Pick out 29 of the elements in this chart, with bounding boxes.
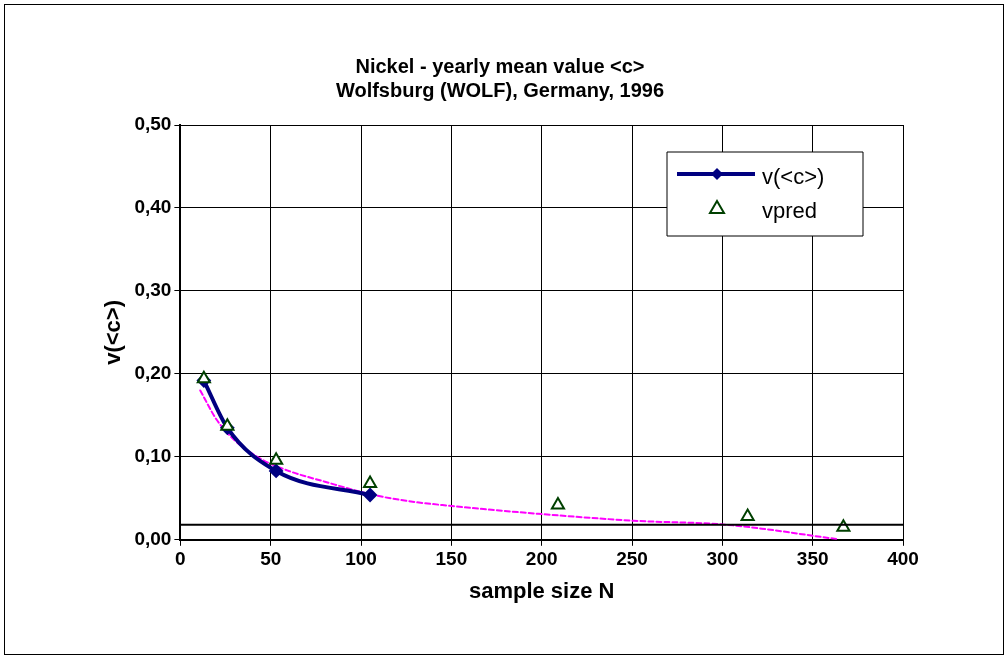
- x-tick-label: 350: [796, 548, 829, 570]
- point: [196, 370, 211, 384]
- legend-label: v(<c>): [762, 164, 825, 190]
- y-tick-label: 0,20: [134, 362, 172, 384]
- x-axis-title: sample size N: [468, 577, 615, 603]
- y-axis-title: v(<c>): [100, 299, 126, 365]
- x-tick-label: 200: [525, 548, 558, 570]
- x-tick-label: 0: [175, 548, 186, 570]
- point: [740, 508, 755, 522]
- x-tick-label: 400: [887, 548, 919, 570]
- x-tick-label: 100: [345, 548, 377, 570]
- line-series: [199, 389, 838, 540]
- point: [363, 488, 378, 502]
- y-tick-label: 0,10: [134, 445, 172, 467]
- x-tick-label: 250: [616, 548, 648, 570]
- x-tick-label: 150: [435, 548, 468, 570]
- y-tick-label: 0,50: [134, 113, 172, 135]
- point: [220, 418, 235, 431]
- point: [363, 475, 378, 488]
- point: [550, 496, 566, 510]
- y-tick-label: 0,00: [134, 528, 172, 550]
- y-tick-label: 0,40: [134, 196, 172, 218]
- x-tick-label: 300: [706, 548, 739, 570]
- point: [269, 463, 284, 478]
- x-tick-label: 50: [260, 548, 282, 570]
- legend-label: vpred: [762, 198, 818, 224]
- chart-title: Nickel - yearly mean value <c> Wolfsburg (WOLF), Germany, 1996: [335, 54, 665, 101]
- point: [269, 452, 284, 465]
- y-tick-label: 0,30: [134, 279, 172, 301]
